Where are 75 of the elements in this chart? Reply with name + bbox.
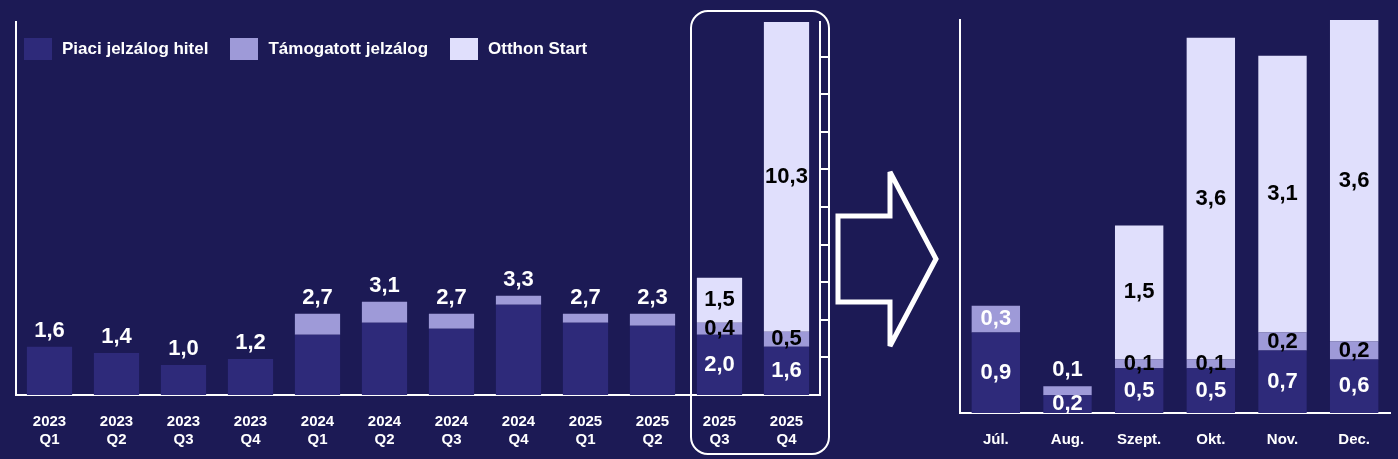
data-label: 0,1 bbox=[1052, 356, 1083, 382]
data-label: 1,5 bbox=[1123, 278, 1155, 304]
bar bbox=[294, 313, 341, 335]
x-tick-label: 2024 Q2 bbox=[367, 412, 402, 448]
data-label: 0,9 bbox=[980, 358, 1012, 384]
bar bbox=[1329, 20, 1379, 342]
x-tick-label: 2023 Q2 bbox=[99, 412, 134, 448]
x-tick-label: Okt. bbox=[1196, 430, 1226, 448]
x-tick-label: 2024 Q3 bbox=[434, 412, 469, 448]
bar bbox=[1043, 386, 1092, 396]
bar bbox=[763, 22, 810, 332]
data-label: 0,5 bbox=[1123, 376, 1155, 402]
x-tick-label: 2023 Q3 bbox=[166, 412, 201, 448]
total-label: 2,7 bbox=[302, 283, 333, 309]
total-label: 1,0 bbox=[168, 334, 199, 360]
total-label: 3,1 bbox=[369, 271, 400, 297]
total-label: 1,6 bbox=[34, 316, 65, 342]
bar bbox=[93, 352, 140, 395]
data-label: 2,3 bbox=[637, 283, 668, 309]
x-tick-label: Aug. bbox=[1050, 430, 1085, 448]
bar bbox=[160, 364, 207, 395]
x-tick-label: 2025 Q3 bbox=[702, 412, 737, 448]
data-label: 0,1 bbox=[1195, 349, 1227, 375]
total-label: 2,7 bbox=[570, 283, 601, 309]
x-tick-label: Dec. bbox=[1338, 430, 1371, 448]
bar bbox=[361, 301, 408, 323]
bar bbox=[495, 304, 542, 395]
bar bbox=[227, 358, 274, 395]
total-label: 1,2 bbox=[235, 328, 266, 354]
x-tick-label: 2024 Q1 bbox=[300, 412, 335, 448]
legend-label: Otthon Start bbox=[488, 39, 588, 59]
bar bbox=[629, 313, 676, 326]
bar bbox=[562, 313, 609, 323]
x-tick-label: Nov. bbox=[1266, 430, 1299, 448]
bar bbox=[495, 295, 542, 305]
data-label: 0,2 bbox=[1338, 336, 1370, 362]
x-tick-label: 2025 Q4 bbox=[769, 412, 804, 448]
data-label: 0,6 bbox=[1338, 372, 1370, 398]
data-label: 1,6 bbox=[771, 357, 802, 382]
data-label: 0,3 bbox=[980, 305, 1012, 331]
x-tick-label: 2025 Q1 bbox=[568, 412, 603, 448]
total-label: 3,3 bbox=[503, 265, 534, 291]
x-tick-label: 2023 Q4 bbox=[233, 412, 268, 448]
bar bbox=[1258, 350, 1307, 413]
data-label: 0,2 bbox=[1052, 390, 1083, 416]
data-label: 2,0 bbox=[704, 350, 735, 376]
data-label: 0,5 bbox=[1195, 376, 1227, 402]
legend-label: Piaci jelzálog hitel bbox=[62, 39, 209, 59]
bar bbox=[1258, 55, 1307, 333]
x-tick-label: 2024 Q4 bbox=[501, 412, 536, 448]
bar bbox=[361, 322, 408, 395]
data-label: 1,5 bbox=[704, 286, 735, 312]
data-label: 3,6 bbox=[1338, 166, 1370, 192]
bar bbox=[428, 313, 475, 329]
data-label: 0,1 bbox=[1123, 349, 1155, 375]
x-tick-label: 2023 Q1 bbox=[32, 412, 67, 448]
bar bbox=[562, 322, 609, 395]
total-label: 2,7 bbox=[436, 283, 467, 309]
bar bbox=[971, 332, 1021, 413]
bar bbox=[428, 328, 475, 395]
x-tick-label: 2025 Q2 bbox=[635, 412, 670, 448]
data-label: 10,3 bbox=[765, 162, 808, 188]
bar bbox=[26, 346, 73, 395]
bar bbox=[294, 334, 341, 395]
legend-label: Támogatott jelzálog bbox=[268, 39, 429, 59]
data-label: 0,2 bbox=[1267, 327, 1298, 353]
data-label: 0,7 bbox=[1267, 367, 1298, 393]
x-tick-label: Júl. bbox=[982, 430, 1009, 448]
data-label: 3,6 bbox=[1195, 184, 1227, 210]
x-tick-label: Szept. bbox=[1117, 430, 1162, 448]
data-label: 0,4 bbox=[704, 314, 736, 340]
data-label: 3,1 bbox=[1267, 180, 1298, 206]
total-label: 1,4 bbox=[101, 322, 133, 348]
data-label: 0,5 bbox=[771, 325, 802, 351]
bar bbox=[629, 325, 676, 395]
